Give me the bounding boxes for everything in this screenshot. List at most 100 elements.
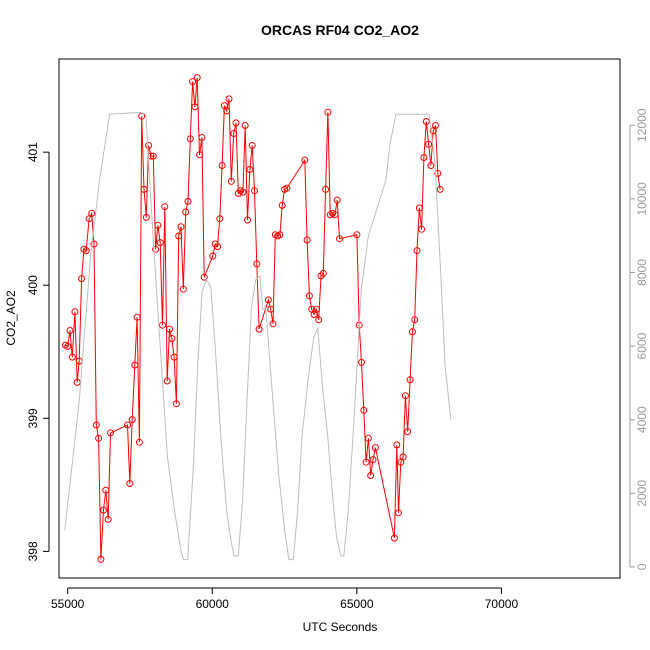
data-point: [198, 134, 206, 141]
data-point: [269, 320, 277, 328]
data-point: [95, 434, 103, 442]
data-point: [418, 225, 426, 233]
data-point: [170, 353, 178, 361]
data-point: [193, 74, 201, 82]
data-point: [209, 252, 217, 260]
data-point: [371, 444, 379, 452]
data-point: [425, 140, 433, 148]
chart-title: ORCAS RF04 CO2_AO2: [261, 22, 419, 38]
data-point: [78, 275, 86, 283]
data-point: [364, 434, 372, 442]
data-point: [133, 313, 141, 321]
data-point: [149, 152, 157, 160]
data-point: [64, 342, 72, 350]
data-point: [244, 216, 251, 224]
data-point: [186, 135, 194, 143]
x-tick-label: 65000: [340, 597, 374, 611]
data-point: [253, 260, 261, 268]
data-point: [97, 555, 105, 563]
data-point: [420, 154, 428, 161]
data-point: [71, 308, 79, 316]
data-point: [230, 130, 238, 137]
x-tick-label: 60000: [196, 597, 230, 611]
y2-tick-label: 6000: [635, 332, 649, 359]
data-point: [88, 209, 96, 217]
data-point: [360, 406, 368, 414]
y2-tick-label: 2000: [635, 480, 649, 507]
data-point: [315, 316, 323, 324]
data-point: [175, 232, 183, 240]
data-point: [200, 273, 208, 281]
data-point: [82, 247, 90, 255]
data-point: [124, 421, 131, 429]
data-point: [362, 458, 370, 466]
data-point: [422, 118, 430, 125]
data-point: [179, 285, 187, 293]
data-point: [145, 142, 153, 149]
data-point: [225, 95, 233, 103]
y2-tick-label: 8000: [635, 259, 649, 286]
series-1-line: [64, 111, 452, 561]
data-point: [68, 353, 76, 361]
data-point: [92, 421, 100, 429]
data-point: [159, 321, 166, 329]
data-point: [406, 376, 414, 384]
data-point: [126, 480, 134, 487]
data-point: [184, 197, 192, 205]
plot-frame: [58, 58, 621, 579]
data-point: [255, 325, 263, 333]
data-point: [427, 162, 435, 169]
data-point: [358, 358, 365, 366]
data-point: [301, 156, 309, 164]
data-point: [166, 325, 173, 333]
data-point: [434, 169, 442, 177]
data-point: [161, 203, 169, 211]
data-point: [413, 247, 421, 255]
data-point: [66, 327, 74, 334]
data-point: [436, 185, 444, 193]
data-point: [333, 196, 341, 204]
data-point: [168, 335, 176, 342]
data-point: [278, 201, 286, 209]
data-point: [172, 400, 180, 408]
data-point: [131, 361, 139, 369]
data-point: [395, 509, 402, 517]
data-point: [251, 187, 258, 195]
data-point: [367, 472, 375, 479]
y2-tick-label: 4000: [635, 406, 649, 433]
data-point: [239, 188, 247, 196]
data-point: [411, 316, 419, 324]
data-point: [140, 185, 148, 193]
data-point: [432, 122, 439, 129]
data-point: [189, 78, 197, 86]
data-point: [227, 177, 235, 185]
data-point: [135, 438, 143, 446]
data-point: [267, 305, 275, 313]
data-point: [319, 269, 327, 277]
data-point: [218, 162, 226, 169]
data-point: [241, 122, 249, 129]
data-point: [214, 243, 221, 251]
plot-area: 55000 60000 65000 70000 398 399 400 401 0 2000 400…: [26, 58, 649, 611]
y-tick-label: 399: [26, 408, 40, 428]
data-point: [248, 142, 256, 149]
data-point: [107, 429, 114, 437]
data-point: [283, 184, 291, 192]
x-tick-label: 70000: [485, 597, 519, 611]
data-point: [353, 231, 361, 239]
data-point: [393, 441, 401, 449]
data-point: [324, 108, 332, 116]
x-axis-label: UTC Seconds: [303, 620, 378, 634]
y2-tick-label: 12000: [635, 108, 649, 142]
data-point: [100, 506, 107, 514]
data-point: [401, 392, 409, 400]
data-point: [216, 215, 224, 223]
data-point: [404, 428, 412, 436]
data-point: [390, 534, 398, 542]
y2-tick-label: 10000: [635, 182, 649, 216]
data-point: [369, 456, 377, 464]
y2-tick-label: 0: [635, 563, 649, 570]
y-axis-label: CO2_AO2: [4, 290, 18, 346]
series-0-line: [65, 77, 441, 560]
